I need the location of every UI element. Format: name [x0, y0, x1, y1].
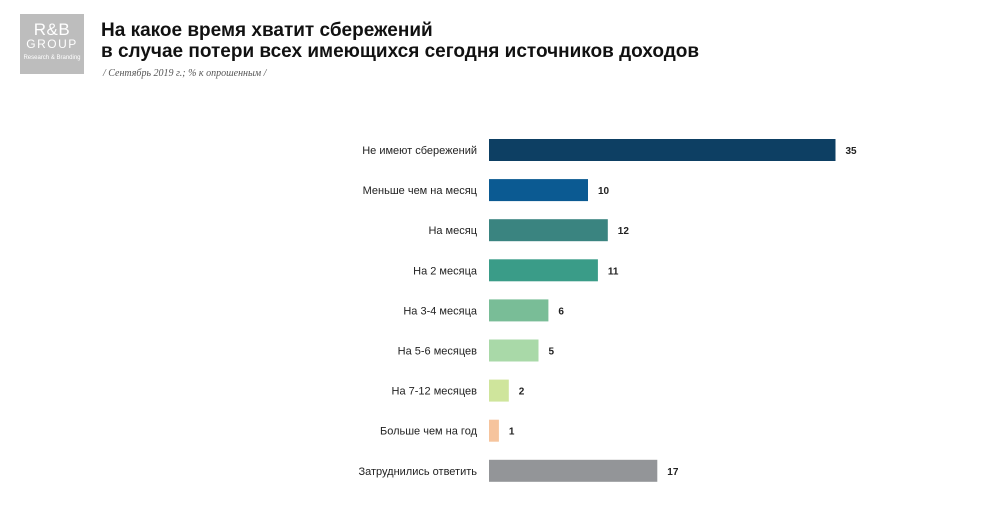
- category-label: На 5-6 месяцев: [398, 346, 478, 358]
- category-label: На месяц: [428, 225, 477, 237]
- logo-sub-text: Research & Branding: [23, 55, 81, 61]
- logo-group-text: GROUP: [26, 37, 78, 51]
- value-label: 12: [618, 226, 630, 237]
- bar: [489, 339, 539, 362]
- value-label: 1: [509, 427, 515, 438]
- category-label: На 7-12 месяцев: [392, 386, 478, 398]
- logo-main-text: R&B: [33, 20, 71, 39]
- bar: [489, 139, 836, 161]
- value-label: 5: [549, 347, 555, 358]
- bar: [489, 459, 658, 482]
- bar: [489, 379, 509, 402]
- category-label: Затруднились ответить: [358, 466, 477, 478]
- value-label: 10: [598, 186, 610, 197]
- category-label: На 3-4 месяца: [403, 305, 478, 317]
- bar: [489, 219, 608, 242]
- chart-title-line-2: в случае потери всех имеющихся сегодня и…: [101, 41, 700, 62]
- value-label: 2: [519, 387, 525, 398]
- value-label: 6: [558, 306, 564, 317]
- chart-title-line-1: На какое время хватит сбережений: [101, 20, 433, 41]
- bar: [489, 259, 598, 282]
- company-logo: R&B GROUP Research & Branding: [20, 14, 84, 74]
- category-label: Больше чем на год: [380, 426, 478, 438]
- bar: [489, 179, 588, 202]
- category-label: Меньше чем на месяц: [363, 185, 478, 197]
- chart-subtitle: / Сентябрь 2019 г.; % к опрошенным /: [103, 68, 267, 79]
- value-label: 35: [846, 146, 858, 157]
- value-label: 17: [667, 467, 679, 478]
- category-label: На 2 месяца: [413, 265, 478, 277]
- value-label: 11: [608, 266, 619, 277]
- category-label: Не имеют сбережений: [362, 145, 477, 157]
- chart-title: На какое время хватит сбережений в случа…: [101, 20, 801, 62]
- bar: [489, 419, 499, 442]
- bar: [489, 299, 549, 322]
